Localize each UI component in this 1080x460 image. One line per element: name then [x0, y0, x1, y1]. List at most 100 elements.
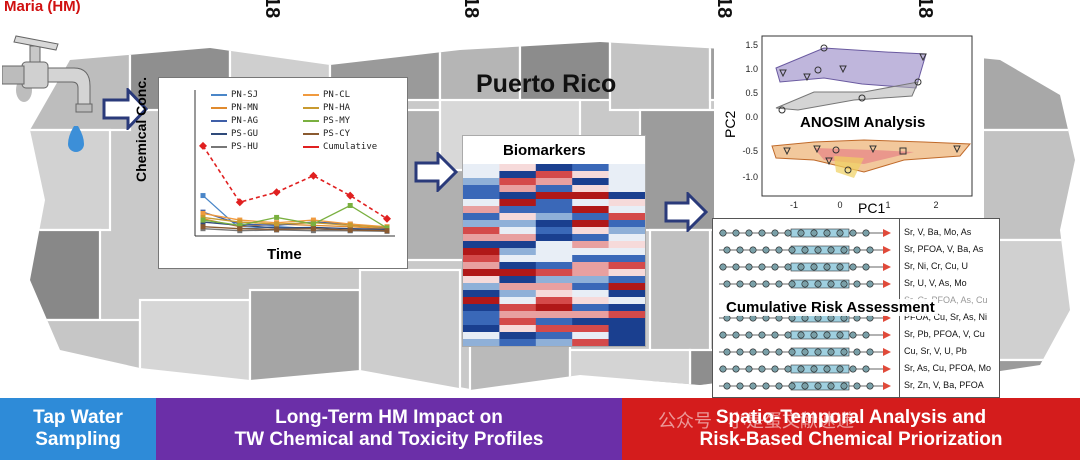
- heatmap-cell: [572, 255, 610, 263]
- risk-panel: Sr, V, Ba, Mo, As Sr, PFOA, V, Ba, As Sr, …: [712, 218, 1000, 398]
- data-point: [274, 221, 280, 227]
- risk-label: Cu, Sr, V, U, Pb: [904, 346, 967, 356]
- heatmap-cell: [499, 297, 537, 305]
- heatmap-cell: [608, 283, 645, 291]
- legend-entry: PS-CY: [303, 129, 350, 139]
- flow-arrow: [102, 88, 148, 130]
- legend-entry: PN-HA: [303, 103, 350, 113]
- data-point: [200, 214, 206, 220]
- heatmap-cell: [608, 171, 645, 179]
- risk-dot: [719, 229, 727, 237]
- risk-dot: [745, 263, 753, 271]
- risk-dot: [840, 280, 848, 288]
- risk-label: Sr, PFOA, V, Ba, As: [904, 244, 984, 254]
- heatmap-cell: [535, 290, 573, 298]
- data-point: [200, 210, 206, 216]
- risk-dot: [840, 382, 848, 390]
- heatmap-cell: [535, 297, 573, 305]
- risk-dot: [866, 246, 874, 254]
- series-line: [202, 228, 388, 232]
- series-line: [202, 204, 388, 229]
- risk-dot: [827, 280, 835, 288]
- risk-dot: [784, 365, 792, 373]
- risk-dot-plot: [719, 228, 891, 391]
- heatmap-cell: [608, 276, 645, 284]
- heatmap-cell: [608, 262, 645, 270]
- heatmap-cell: [572, 283, 610, 291]
- data-point: [272, 188, 281, 197]
- heatmap-cell: [608, 325, 645, 333]
- heatmap-cell: [535, 283, 573, 291]
- heatmap-cell: [463, 227, 500, 235]
- heatmap-cell: [572, 164, 610, 172]
- year-label: 18: [914, 0, 936, 19]
- heatmap-cell: [463, 248, 500, 256]
- heatmap-cell: [608, 290, 645, 298]
- heatmap-cell: [499, 248, 537, 256]
- risk-dot: [797, 229, 805, 237]
- legend-swatch: [303, 145, 319, 148]
- pca-xtick: -1: [790, 200, 798, 210]
- heatmap-cell: [535, 248, 573, 256]
- heatmap-cell: [499, 199, 537, 207]
- risk-dot: [736, 280, 744, 288]
- legend-swatch: [211, 119, 227, 122]
- risk-dot: [862, 365, 870, 373]
- risk-dot: [775, 246, 783, 254]
- risk-dot: [836, 331, 844, 339]
- heatmap-cell: [499, 164, 537, 172]
- heatmap-cell: [463, 185, 500, 193]
- legend-label: PN-CL: [323, 90, 351, 100]
- risk-dot: [823, 331, 831, 339]
- risk-marker: [883, 331, 891, 339]
- stage-line: Long-Term HM Impact on: [275, 407, 503, 428]
- heatmap-cell: [499, 171, 537, 179]
- heatmap-cell: [608, 185, 645, 193]
- data-point: [347, 222, 353, 228]
- stage-line: Risk-Based Chemical Priorization: [699, 429, 1003, 450]
- risk-marker: [883, 348, 891, 356]
- risk-dot: [827, 348, 835, 356]
- data-point: [384, 225, 390, 231]
- heatmap-cell: [608, 332, 645, 340]
- risk-label: Sr, Ni, Cr, Cu, U: [904, 261, 969, 271]
- risk-label: Sr, Zn, V, Ba, PFOA: [904, 380, 984, 390]
- risk-dot: [853, 280, 861, 288]
- biomarkers-title: Biomarkers: [503, 142, 586, 159]
- data-point: [237, 219, 243, 225]
- heatmap-cell: [535, 192, 573, 200]
- year-label: 18: [713, 0, 735, 19]
- heatmap-cell: [499, 318, 537, 326]
- risk-label: PFOA, Cu, Sr, As, Ni: [904, 312, 988, 322]
- risk-dot: [749, 280, 757, 288]
- heatmap-cell: [572, 262, 610, 270]
- pca-xtick: 2: [933, 200, 938, 210]
- heatmap-cell: [608, 199, 645, 207]
- data-point: [274, 226, 280, 232]
- stage-line: Tap Water: [33, 407, 123, 428]
- legend-entry: PN-SJ: [211, 90, 258, 100]
- risk-dot: [758, 365, 766, 373]
- risk-dot: [810, 331, 818, 339]
- biomarkers-panel: Biomarkers: [462, 135, 646, 347]
- risk-dot: [736, 382, 744, 390]
- risk-dot: [788, 382, 796, 390]
- heatmap-cell: [463, 311, 500, 319]
- risk-dot: [801, 382, 809, 390]
- heatmap-cell: [608, 227, 645, 235]
- risk-marker: [883, 263, 891, 271]
- legend-swatch: [303, 106, 319, 109]
- risk-dot: [836, 263, 844, 271]
- risk-marker: [883, 314, 891, 322]
- risk-dot: [719, 331, 727, 339]
- heatmap-cell: [499, 241, 537, 249]
- risk-dot: [801, 348, 809, 356]
- heatmap-cell: [572, 248, 610, 256]
- data-point: [199, 141, 207, 150]
- legend-swatch: [211, 106, 227, 109]
- stage-line: Spatio-Temporal Analysis and: [715, 407, 987, 428]
- heatmap-cell: [608, 248, 645, 256]
- pca-ytick: -1.0: [742, 172, 758, 182]
- heatmap-cell: [463, 255, 500, 263]
- legend-swatch: [211, 93, 227, 96]
